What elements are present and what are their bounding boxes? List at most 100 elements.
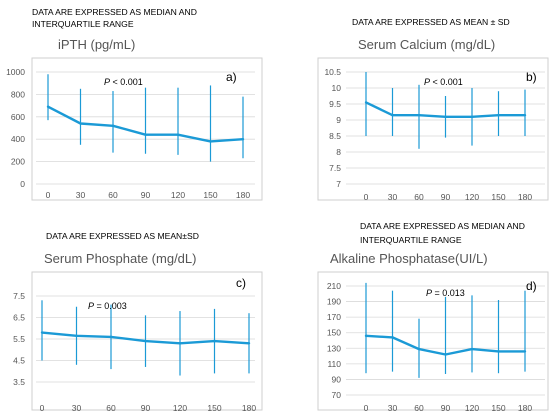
y-tick-label: 9.5 xyxy=(329,99,341,109)
y-tick-label: 4.5 xyxy=(13,356,25,366)
y-tick-label: 7 xyxy=(336,179,341,189)
data-point xyxy=(75,334,78,337)
y-tick-label: 0 xyxy=(20,179,25,189)
y-tick-label: 110 xyxy=(327,359,341,369)
p-value-letter: P xyxy=(424,77,430,87)
data-point xyxy=(241,138,245,141)
y-tick-label: 1000 xyxy=(6,67,25,77)
y-tick-label: 10 xyxy=(332,83,342,93)
y-tick-label: 150 xyxy=(327,328,341,338)
y-tick-label: 8.5 xyxy=(329,131,341,141)
x-tick-label: 30 xyxy=(388,192,398,202)
data-note: DATA ARE EXPRESSED AS MEAN ± SD xyxy=(352,17,510,27)
y-tick-label: 190 xyxy=(327,297,341,307)
data-point xyxy=(247,342,251,345)
y-tick-label: 5.5 xyxy=(13,334,25,344)
data-point xyxy=(417,347,421,351)
y-tick-label: 800 xyxy=(11,89,25,99)
y-tick-label: 210 xyxy=(327,281,341,291)
data-point xyxy=(79,122,82,125)
x-tick-label: 30 xyxy=(388,403,398,413)
data-point xyxy=(144,133,147,136)
x-tick-label: 0 xyxy=(46,190,51,200)
data-point xyxy=(176,133,180,136)
p-value-letter: P xyxy=(104,77,110,87)
panel-frame xyxy=(31,57,263,201)
x-tick-label: 180 xyxy=(236,190,250,200)
data-point xyxy=(364,101,368,104)
panel-letter: d) xyxy=(526,279,537,293)
x-tick-label: 60 xyxy=(108,190,118,200)
x-tick-label: 30 xyxy=(76,190,86,200)
data-note: DATA ARE EXPRESSED AS MEAN±SD xyxy=(46,231,199,241)
data-point xyxy=(46,105,50,108)
chart-title: iPTH (pg/mL) xyxy=(58,37,135,52)
data-note: DATA ARE EXPRESSED AS MEDIAN AND xyxy=(360,221,525,231)
y-tick-label: 10.5 xyxy=(324,67,341,77)
panel-c: DATA ARE EXPRESSED AS MEAN±SD Serum Phosp… xyxy=(13,231,263,413)
data-point xyxy=(523,114,527,117)
p-value-letter: P xyxy=(88,301,94,311)
x-tick-label: 150 xyxy=(207,403,221,413)
x-tick-label: 120 xyxy=(465,403,479,413)
chart-title: Serum Calcium (mg/dL) xyxy=(358,37,495,52)
p-value-text: = 0.003 xyxy=(94,301,127,311)
data-note: INTERQUARTILE RANGE xyxy=(32,19,134,29)
panel-frame xyxy=(317,57,549,201)
y-tick-label: 8 xyxy=(336,147,341,157)
x-tick-label: 90 xyxy=(141,190,151,200)
data-point xyxy=(470,115,474,119)
data-point xyxy=(111,124,115,127)
data-point xyxy=(364,334,368,338)
data-point xyxy=(444,115,447,119)
p-value: P = 0.013 xyxy=(426,288,465,298)
data-point xyxy=(40,331,44,334)
y-tick-label: 170 xyxy=(327,312,341,322)
y-tick-label: 7.5 xyxy=(13,291,25,301)
x-tick-label: 60 xyxy=(106,403,116,413)
data-point xyxy=(213,339,216,343)
x-tick-label: 120 xyxy=(173,403,187,413)
data-point xyxy=(109,335,113,339)
x-tick-label: 90 xyxy=(141,403,151,413)
data-point xyxy=(209,140,212,143)
panel-frame xyxy=(317,271,549,411)
data-point xyxy=(144,339,147,343)
data-point xyxy=(444,353,447,356)
data-point xyxy=(178,342,182,345)
chart-title: Alkaline Phosphatase(UI/L) xyxy=(330,251,488,266)
x-tick-label: 30 xyxy=(72,403,82,413)
y-tick-label: 70 xyxy=(332,390,342,400)
data-point xyxy=(523,350,527,353)
y-tick-label: 90 xyxy=(332,374,342,384)
x-tick-label: 90 xyxy=(441,192,451,202)
p-value: P = 0.003 xyxy=(88,301,127,311)
x-tick-label: 60 xyxy=(414,192,424,202)
x-tick-label: 0 xyxy=(40,403,45,413)
x-tick-label: 180 xyxy=(518,192,532,202)
p-value-text: < 0.001 xyxy=(430,77,463,87)
data-note: DATA ARE EXPRESSED AS MEDIAN AND xyxy=(32,7,197,17)
y-tick-label: 130 xyxy=(327,343,341,353)
y-tick-label: 9 xyxy=(336,115,341,125)
y-tick-label: 7.5 xyxy=(329,163,341,173)
y-tick-label: 600 xyxy=(11,112,25,122)
data-point xyxy=(497,350,500,353)
x-tick-label: 0 xyxy=(364,403,369,413)
x-tick-label: 90 xyxy=(441,403,451,413)
chart-title: Serum Phosphate (mg/dL) xyxy=(44,251,196,266)
panel-letter: a) xyxy=(226,70,237,84)
p-value-text: < 0.001 xyxy=(110,77,143,87)
x-tick-label: 60 xyxy=(414,403,424,413)
y-tick-label: 200 xyxy=(11,157,25,167)
panel-d: DATA ARE EXPRESSED AS MEDIAN AND INTERQUA… xyxy=(317,221,549,413)
data-point xyxy=(391,336,394,339)
x-tick-label: 180 xyxy=(518,403,532,413)
x-tick-label: 120 xyxy=(465,192,479,202)
panel-letter: b) xyxy=(526,70,537,84)
data-point xyxy=(391,114,394,117)
x-tick-label: 150 xyxy=(491,403,505,413)
panel-letter: c) xyxy=(236,276,246,290)
p-value-text: = 0.013 xyxy=(432,288,465,298)
